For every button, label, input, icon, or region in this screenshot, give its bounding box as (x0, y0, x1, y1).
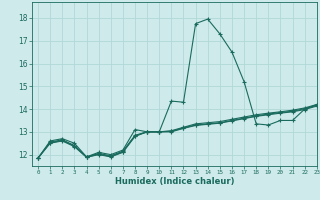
X-axis label: Humidex (Indice chaleur): Humidex (Indice chaleur) (115, 177, 234, 186)
